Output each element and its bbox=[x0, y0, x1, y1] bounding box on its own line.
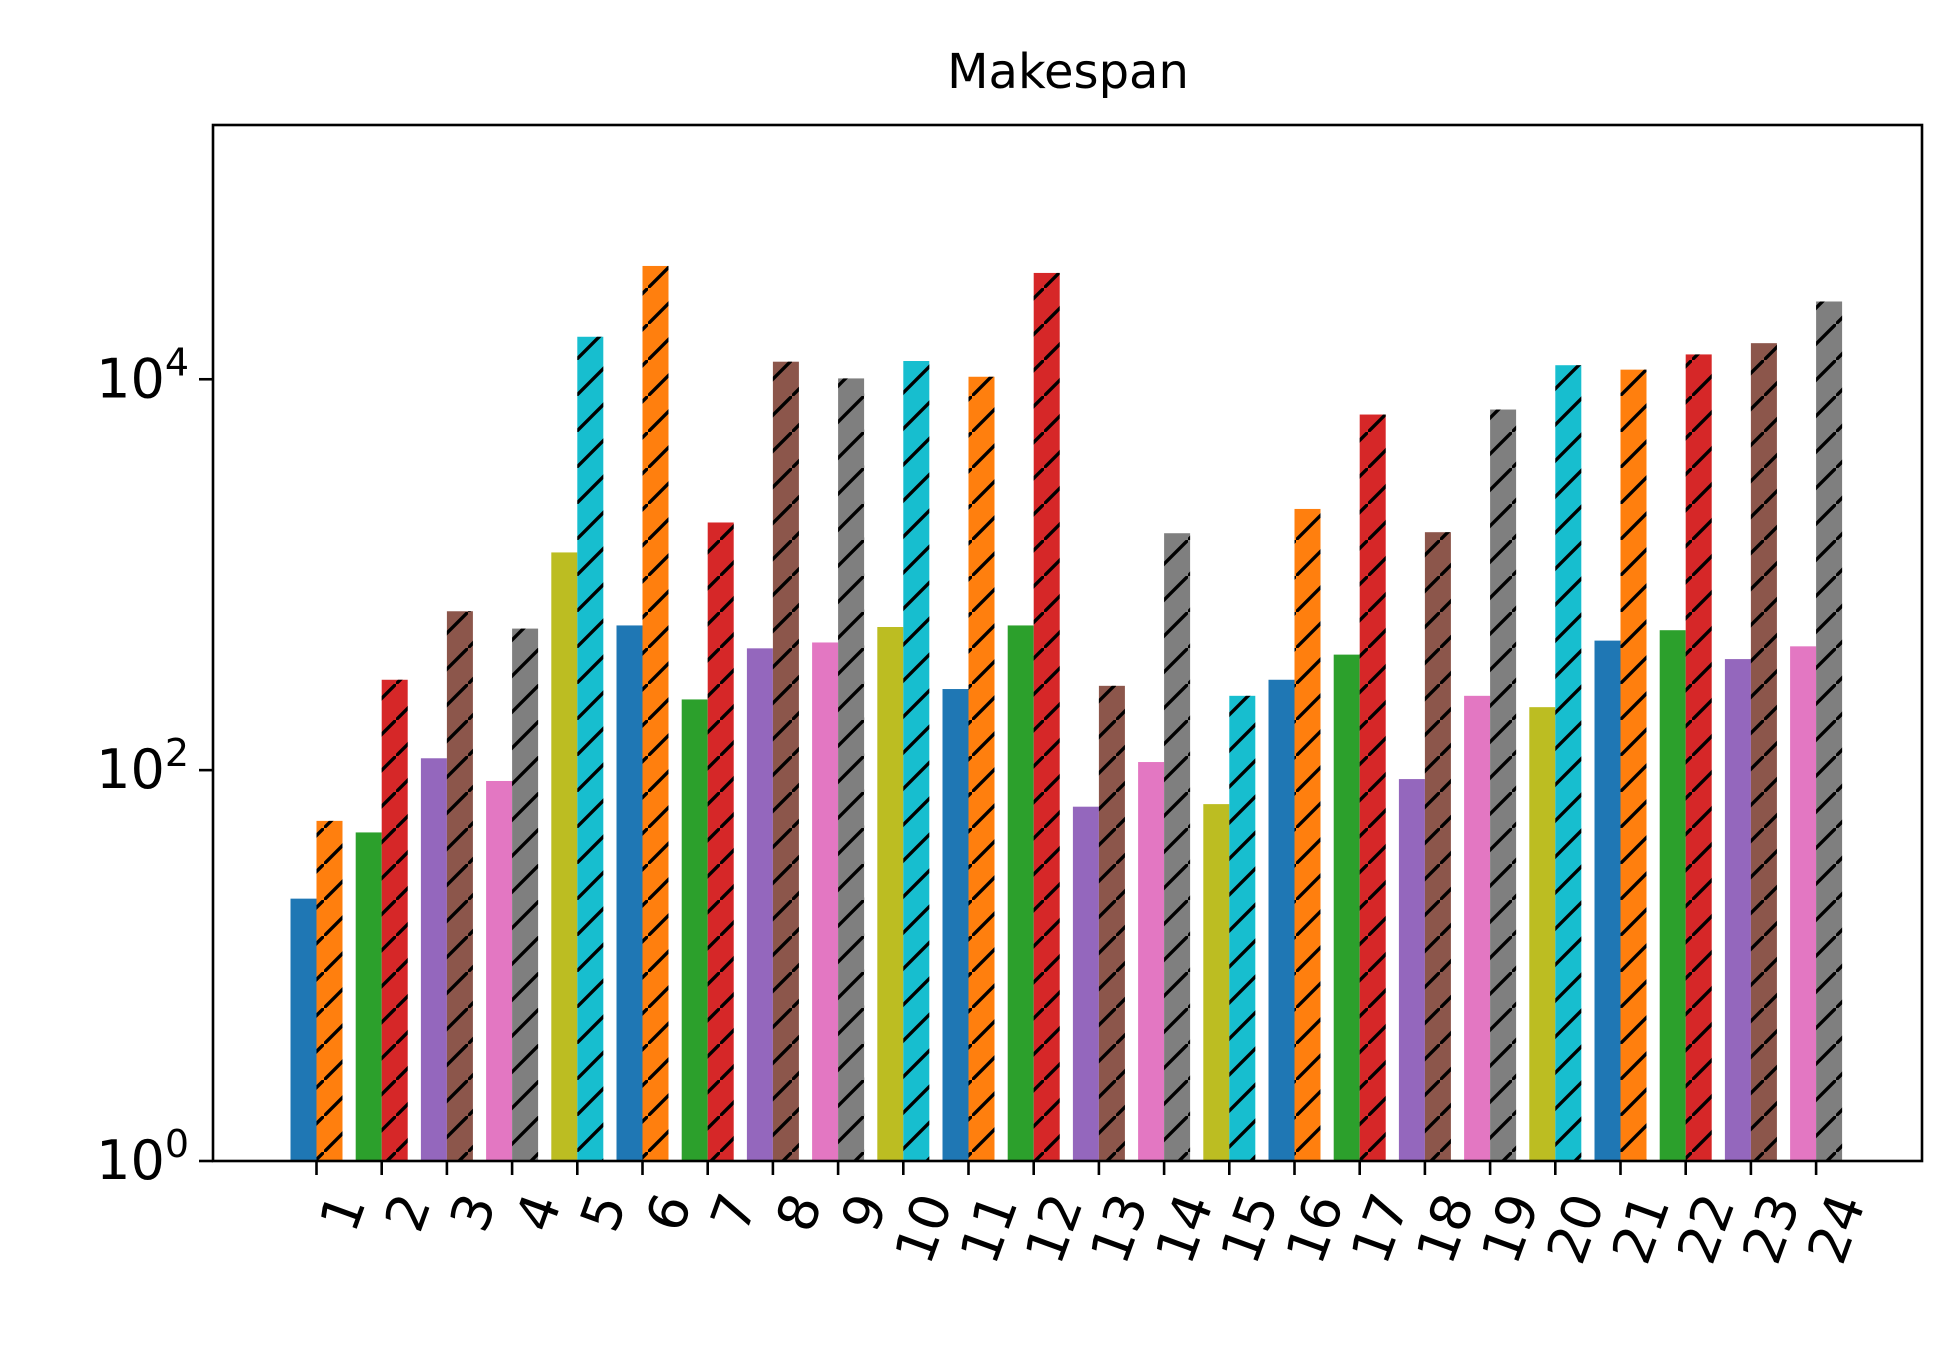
plot-frame bbox=[211, 123, 1924, 1163]
bar-9-solid bbox=[812, 642, 839, 1161]
bar-hatch-14 bbox=[1164, 533, 1191, 1161]
bar-24-solid bbox=[1790, 646, 1817, 1161]
bar-hatch-21 bbox=[1620, 369, 1647, 1162]
bar-hatch-13 bbox=[1098, 685, 1125, 1161]
bar-hatch-10 bbox=[903, 361, 930, 1161]
y-tick-label: 100 bbox=[96, 1122, 189, 1192]
bar-hatch-3 bbox=[446, 611, 473, 1161]
y-tick-label: 104 bbox=[96, 340, 189, 410]
bar-hatch-6 bbox=[642, 265, 669, 1161]
bar-hatch-4 bbox=[512, 628, 539, 1161]
bar-hatch-24 bbox=[1816, 301, 1843, 1161]
bar-hatch-11 bbox=[968, 376, 995, 1161]
bar-11-solid bbox=[942, 689, 969, 1161]
bar-16-solid bbox=[1268, 679, 1295, 1161]
bar-hatch-20 bbox=[1555, 365, 1582, 1162]
bar-8-solid bbox=[746, 648, 773, 1161]
bar-hatch-5 bbox=[577, 336, 604, 1161]
bar-13-solid bbox=[1072, 806, 1099, 1161]
bar-14-solid bbox=[1138, 762, 1165, 1161]
bar-12-solid bbox=[1007, 625, 1034, 1161]
bar-2-solid bbox=[355, 832, 382, 1161]
bar-5-solid bbox=[551, 552, 578, 1161]
bars-group bbox=[290, 265, 1843, 1162]
bar-hatch-9 bbox=[838, 378, 865, 1161]
bar-6-solid bbox=[616, 625, 643, 1161]
bar-hatch-15 bbox=[1229, 695, 1256, 1161]
bar-hatch-16 bbox=[1294, 508, 1321, 1162]
y-tick-label: 102 bbox=[96, 731, 189, 801]
bar-hatch-7 bbox=[707, 522, 734, 1161]
bar-hatch-2 bbox=[381, 679, 408, 1161]
bar-17-solid bbox=[1333, 654, 1360, 1161]
bar-10-solid bbox=[877, 626, 904, 1161]
y-axis: 100 102 104 bbox=[96, 340, 213, 1192]
bar-hatch-17 bbox=[1359, 414, 1386, 1161]
bar-1-solid bbox=[290, 898, 317, 1161]
bar-4-solid bbox=[486, 780, 513, 1161]
bar-hatch-12 bbox=[1033, 272, 1060, 1161]
bar-7-solid bbox=[681, 699, 708, 1161]
bar-19-solid bbox=[1464, 695, 1491, 1161]
bar-20-solid bbox=[1529, 707, 1556, 1161]
chart-title: Makespan bbox=[947, 44, 1189, 100]
bar-21-solid bbox=[1594, 640, 1621, 1161]
bar-hatch-8 bbox=[772, 361, 799, 1161]
bar-18-solid bbox=[1398, 779, 1425, 1161]
bar-15-solid bbox=[1203, 804, 1230, 1161]
bar-hatch-1 bbox=[316, 820, 343, 1161]
bar-hatch-18 bbox=[1424, 532, 1451, 1161]
bar-3-solid bbox=[420, 758, 447, 1161]
bar-23-solid bbox=[1724, 659, 1751, 1161]
bar-hatch-22 bbox=[1685, 354, 1712, 1161]
bar-hatch-23 bbox=[1750, 343, 1777, 1162]
bar-22-solid bbox=[1659, 630, 1686, 1161]
bar-hatch-19 bbox=[1490, 409, 1517, 1161]
